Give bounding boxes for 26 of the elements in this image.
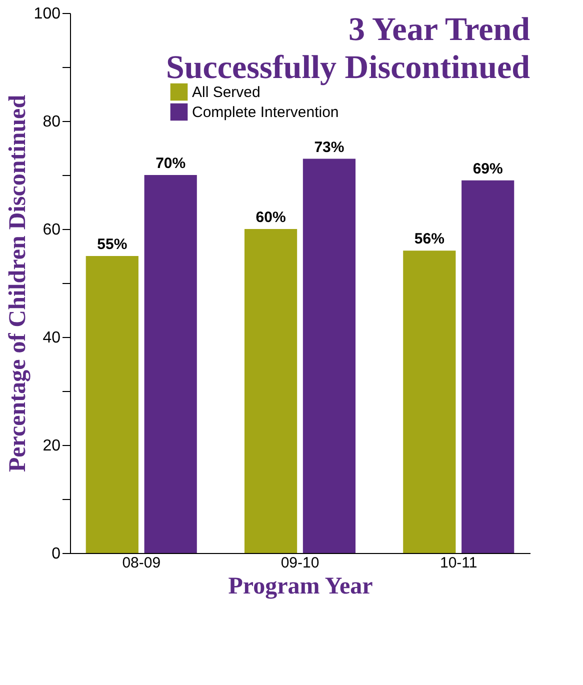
bar [244, 229, 298, 553]
data-label: 55% [97, 236, 128, 253]
x-tick-label: 10-11 [440, 554, 478, 572]
y-tick-label: 80 [42, 114, 61, 130]
y-tick-label: 20 [42, 438, 61, 454]
bar [144, 175, 197, 553]
y-tick-label: 0 [52, 546, 61, 562]
bar [462, 180, 514, 553]
bar [86, 256, 138, 553]
y-axis-title: Percentage of Children Discontinued [4, 94, 31, 472]
data-label: 70% [156, 155, 186, 172]
data-label: 60% [256, 209, 286, 226]
data-label: 73% [314, 138, 344, 156]
y-tick-label: 60 [42, 222, 61, 238]
data-label: 56% [414, 230, 444, 248]
legend-label: All Served [192, 84, 260, 101]
bar [403, 250, 456, 553]
x-tick-label: 09-10 [280, 554, 320, 572]
text: 3 Year Trend Successfully Discontinued [166, 12, 530, 86]
x-axis-title: Program Year [228, 574, 374, 600]
x-tick-label: 08-09 [122, 554, 161, 572]
y-tick-label: 40 [42, 330, 61, 346]
y-tick-label: 100 [34, 6, 61, 22]
data-label: 69% [472, 160, 503, 178]
legend-label: Complete Intervention [192, 104, 339, 121]
bar [302, 158, 356, 553]
